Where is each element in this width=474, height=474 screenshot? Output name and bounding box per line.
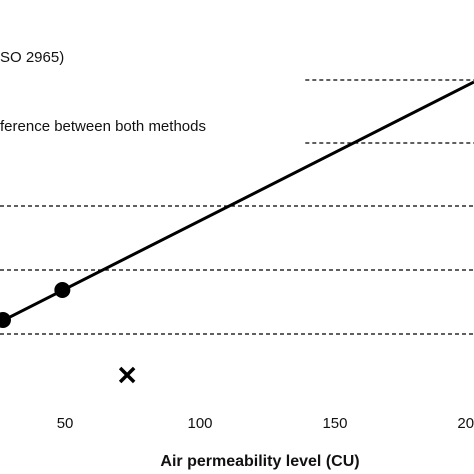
x-tick-label: 150 [322, 415, 347, 432]
legend-text: ference between both methods [0, 118, 206, 135]
x-tick-label: 200 [457, 415, 474, 432]
legend-text: SO 2965) [0, 49, 64, 66]
x-axis-label: Air permeability level (CU) [160, 453, 359, 470]
point [0, 312, 11, 328]
line [0, 80, 474, 324]
x-tick-label: 100 [188, 415, 213, 432]
x-tick-label: 50 [57, 415, 74, 432]
point [54, 282, 71, 298]
cross-marker [118, 366, 136, 384]
